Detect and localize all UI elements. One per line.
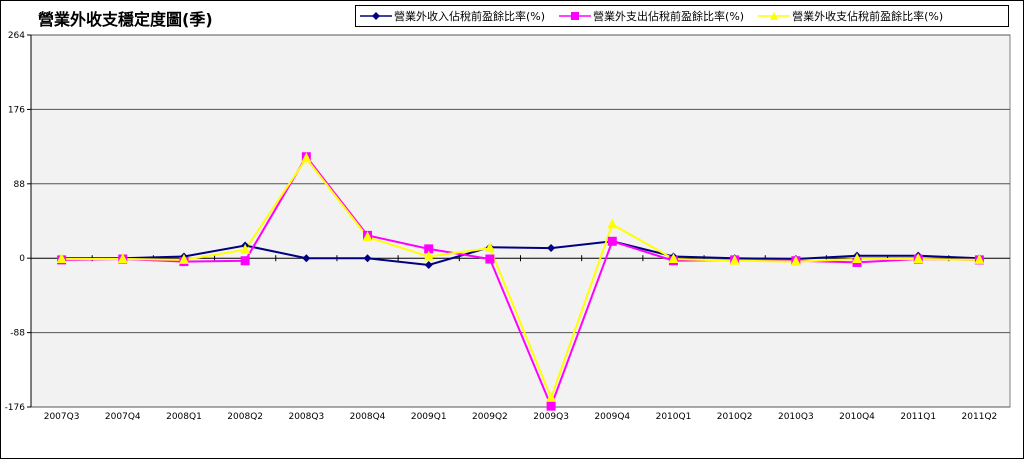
y-tick-label-2: 88 — [14, 180, 26, 190]
x-tick-label-14: 2011Q1 — [900, 412, 936, 422]
series-2-point-2 — [178, 253, 189, 264]
series-0-point-5 — [363, 254, 372, 263]
x-tick-label-2: 2008Q1 — [166, 412, 202, 422]
series-2-point-0 — [56, 253, 67, 264]
legend-item-income: 營業外收入佔稅前盈餘比率(%) — [356, 8, 545, 24]
series-1-point-3 — [240, 256, 250, 266]
x-tick-label-5: 2008Q4 — [350, 412, 386, 422]
series-2-point-14 — [913, 253, 924, 264]
series-2-point-13 — [852, 253, 863, 264]
series-line-1 — [61, 154, 980, 409]
x-tick-label-13: 2010Q4 — [839, 412, 875, 422]
series-2-point-9 — [607, 218, 618, 229]
series-2-point-12 — [790, 255, 801, 266]
legend-label-income: 營業外收入佔稅前盈餘比率(%) — [394, 10, 546, 23]
y-tick-label-5: -176 — [5, 403, 26, 413]
plot-area — [30, 34, 1011, 408]
series-2-point-5 — [362, 231, 373, 242]
x-tick-label-7: 2009Q2 — [472, 412, 508, 422]
series-2-point-10 — [668, 253, 679, 264]
chart-legend: 營業外收入佔稅前盈餘比率(%) 營業外支出佔稅前盈餘比率(%) 營業外收支佔稅前… — [355, 5, 1009, 27]
x-tick-label-1: 2007Q4 — [105, 412, 141, 422]
series-1-point-9 — [607, 236, 617, 246]
series-0-point-8 — [547, 244, 556, 253]
series-line-2 — [61, 156, 980, 401]
y-tick-label-1: 176 — [8, 105, 25, 115]
series-line-0 — [61, 240, 980, 267]
x-tick-label-10: 2010Q1 — [656, 412, 692, 422]
x-tick-label-6: 2009Q1 — [411, 412, 447, 422]
legend-item-expense: 營業外支出佔稅前盈餘比率(%) — [555, 8, 744, 24]
series-1-point-8 — [546, 401, 556, 411]
x-tick-label-0: 2007Q3 — [44, 412, 80, 422]
x-tick-label-8: 2009Q3 — [533, 412, 569, 422]
series-1-point-6 — [424, 244, 434, 254]
series-2-point-6 — [423, 250, 434, 261]
legend-line-square-icon — [559, 12, 592, 20]
x-tick-label-15: 2011Q2 — [962, 412, 998, 422]
legend-item-net: 營業外收支佔稅前盈餘比率(%) — [754, 8, 943, 24]
series-2-point-4 — [301, 152, 312, 163]
series-1-point-7 — [485, 254, 495, 264]
series-0-point-6 — [424, 260, 433, 269]
series-2-point-15 — [974, 253, 985, 264]
legend-line-triangle-icon — [758, 12, 791, 20]
series-2-point-7 — [484, 242, 495, 253]
x-tick-label-12: 2010Q3 — [778, 412, 814, 422]
series-2-point-11 — [729, 254, 740, 265]
series-2-point-1 — [117, 253, 128, 264]
y-tick-label-0: 264 — [8, 31, 25, 41]
y-tick-label-4: -88 — [10, 329, 25, 339]
x-tick-label-3: 2008Q2 — [227, 412, 263, 422]
x-tick-label-4: 2008Q3 — [288, 412, 324, 422]
x-tick-label-9: 2009Q4 — [594, 412, 630, 422]
legend-line-diamond-icon — [360, 12, 392, 20]
y-tick-label-3: 0 — [19, 254, 25, 264]
series-2-point-3 — [240, 243, 251, 254]
chart-title: 營業外收支穩定度圖(季) — [38, 10, 213, 29]
series-2-point-8 — [546, 391, 557, 402]
legend-label-net: 營業外收支佔稅前盈餘比率(%) — [792, 10, 944, 23]
legend-label-expense: 營業外支出佔稅前盈餘比率(%) — [593, 10, 745, 23]
series-0-point-4 — [302, 254, 311, 263]
x-tick-label-11: 2010Q2 — [717, 412, 753, 422]
